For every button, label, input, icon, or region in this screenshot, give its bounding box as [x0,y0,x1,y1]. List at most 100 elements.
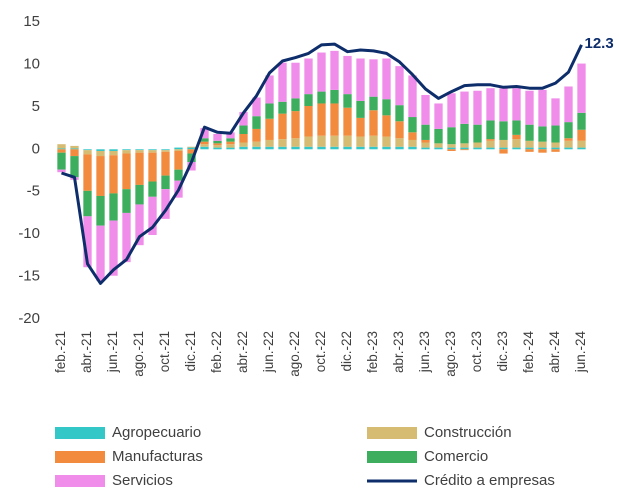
legend-swatch [55,475,105,487]
bar-segment [291,111,300,139]
bar-segment [161,150,170,152]
y-tick-label: -5 [27,183,40,200]
bar-segment [83,216,92,268]
y-tick-label: -20 [18,310,40,327]
bar-segment [304,58,313,95]
bar-segment [343,94,352,108]
bar-segment [408,75,417,118]
bar-segment [538,147,547,150]
bar-segment [265,139,274,147]
bar-segment [278,146,287,150]
bar-segment [83,190,92,217]
bar-segment [343,55,352,95]
bar-segment [473,147,482,150]
x-tick-label: ago.-22 [287,331,302,377]
bar-segment [447,144,456,148]
bar-segment [317,103,326,136]
bar-segment [135,150,144,153]
bar-segment [57,169,66,173]
bar-segment [421,124,430,140]
bar-segment [135,184,144,205]
bar-segment [421,147,430,150]
bar-segment [369,146,378,150]
bar-segment [460,149,469,151]
bar-segment [57,144,66,149]
bar-segment [200,144,209,147]
bar-segment [512,147,521,150]
legend-swatch [55,427,105,439]
bar-segment [369,135,378,147]
x-tick-label: abr.-24 [547,331,562,374]
bar-segment [148,149,157,151]
bar-segment [161,151,170,176]
bar-segment [96,225,105,281]
bar-segment [486,140,495,148]
x-tick-label: ago.-23 [443,331,458,377]
bar-segment [291,146,300,150]
bar-segment [265,146,274,150]
bar-segment [525,124,534,141]
bar-segment [70,156,79,178]
bar-segment [408,146,417,150]
bar-segment [473,90,482,125]
y-tick-label: 0 [32,140,40,157]
bar-segment [538,89,547,127]
bar-segment [382,99,391,116]
x-tick-label: feb.-24 [521,331,536,374]
bar-segment [486,147,495,150]
x-tick-label: oct.-21 [157,331,172,372]
bar-segment [304,94,313,107]
bar-segment [525,147,534,150]
bar-segment [200,128,209,139]
bar-segment [330,135,339,147]
bar-segment [291,62,300,99]
bar-segment [57,149,66,153]
bar-segment [499,149,508,154]
x-tick-label: abr.-21 [79,331,94,373]
bar-segment [239,125,248,135]
bar-segment [57,152,66,170]
bar-segment [434,147,443,150]
bar-segment [343,146,352,150]
bar-segment [421,139,430,143]
bar-segment [122,153,131,190]
bar-segment [421,142,430,148]
bar-segment [551,142,560,148]
bar-segment [330,89,339,104]
legend-label: Servicios [112,472,173,489]
bar-segment [278,113,287,140]
bar-segment [213,143,222,146]
bar-segment [265,75,274,104]
bar-segment [135,149,144,151]
y-tick-label: -15 [18,268,40,285]
bar-segment [278,62,287,102]
bar-segment [96,156,105,196]
bar-segment [317,52,326,92]
bar-segment [538,141,547,148]
bar-segment [330,103,339,136]
x-tick-label: abr.-23 [391,331,406,373]
bar-segment [213,140,222,144]
y-tick-label: -10 [18,225,40,242]
bar-segment [148,150,157,153]
bar-segment [525,90,534,125]
bar-segment [122,150,131,154]
bar-segment [187,147,196,150]
legend-label: Crédito a empresas [424,472,555,489]
bar-segment [369,96,378,111]
x-tick-label: jun.-23 [417,331,432,373]
bar-segment [187,149,196,154]
bar-segment [486,88,495,121]
bar-segment [395,138,404,147]
bar-segment [174,150,183,170]
bar-segment [512,88,521,121]
bar-segment [395,105,404,122]
bar-segment [343,135,352,147]
bar-segment [161,149,170,151]
bar-segment [226,141,235,145]
bar-segment [577,147,586,150]
legend-swatch [367,427,417,439]
bar-segment [304,146,313,150]
bar-segment [369,110,378,136]
bar-segment [174,169,183,181]
